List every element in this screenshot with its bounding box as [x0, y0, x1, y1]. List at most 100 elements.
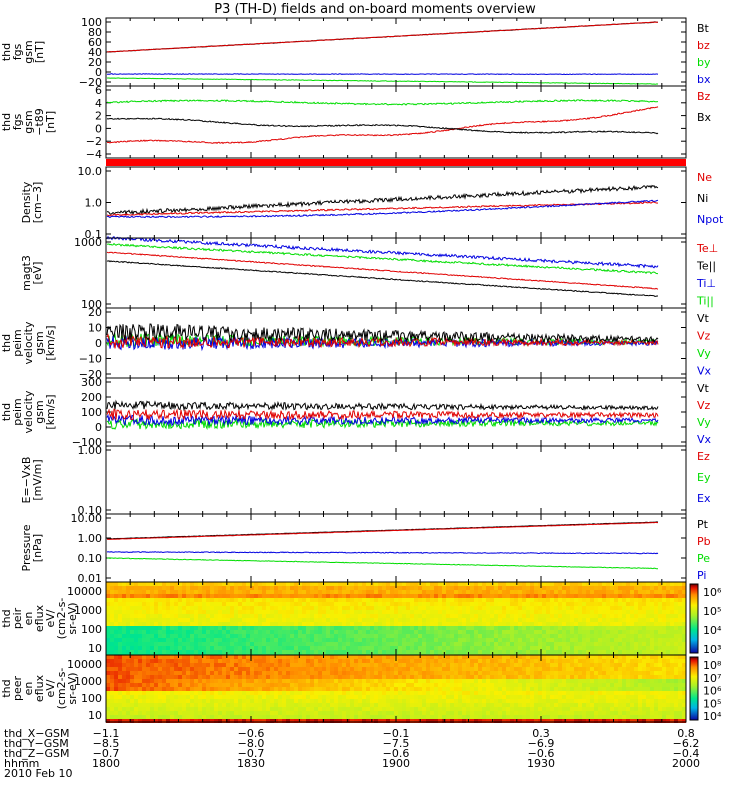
y-axis-label: Density [20, 181, 33, 223]
y-tick-label: 200 [81, 391, 102, 404]
x-tick-label: −0.4 [673, 747, 700, 760]
legend-Pe: Pe [697, 552, 710, 565]
panel-frame [105, 17, 687, 87]
y-axis-label: eV/ [44, 609, 57, 627]
colorbar-label: 10⁶ [703, 685, 722, 698]
date-label: 2010 Feb 10 [4, 767, 72, 780]
y-tick-label: 10000 [67, 585, 102, 598]
y-tick-label: 100 [81, 406, 102, 419]
y-tick-label: 10 [88, 642, 102, 655]
x-tick-label: −8.0 [238, 737, 265, 750]
y-axis-label: −t89 [33, 108, 46, 136]
y-axis-label: en [22, 612, 35, 626]
colorbar-label: 10⁷ [703, 672, 721, 685]
colorbar-label: 10⁴ [703, 710, 722, 723]
y-tick-label: 0.10 [78, 552, 103, 565]
spectrogram-electron [106, 655, 686, 723]
y-axis-label: [mV/m] [31, 459, 44, 500]
series-Pb [106, 522, 658, 540]
y-axis-label: thd [0, 334, 13, 352]
series-bx [107, 73, 659, 76]
y-tick-label: 1.00 [78, 444, 103, 457]
x-tick-label: −6.2 [673, 737, 700, 750]
y-axis-label: [nT] [44, 111, 57, 133]
y-axis-label: thd [0, 679, 13, 697]
legend-Npot: Npot [697, 213, 724, 226]
x-tick-label: −8.5 [93, 737, 120, 750]
legend-Bz: Bz [697, 90, 711, 103]
y-axis-label: Pressure [20, 524, 33, 571]
legend-Ey: Ey [697, 471, 711, 484]
y-axis-label: gsm [33, 331, 46, 354]
y-tick-label: 0 [95, 421, 102, 434]
y-axis-label: E=−VxB [20, 457, 33, 504]
x-tick-label: −0.7 [238, 747, 265, 760]
x-tick-label: −6.9 [528, 737, 555, 750]
x-tick-label: 2000 [672, 757, 700, 770]
series-Bz [106, 106, 659, 145]
y-axis-label: magt3 [20, 255, 33, 291]
x-row-label: hhmm [4, 757, 39, 770]
legend-Vz: Vz [697, 330, 711, 343]
colorbar-ion [689, 583, 699, 654]
legend-Ex: Ex [697, 492, 711, 505]
y-axis-label: sr-eV) [66, 672, 79, 704]
series-Bx [106, 117, 659, 135]
y-tick-label: 60 [88, 36, 102, 49]
y-tick-label: −10 [79, 353, 102, 366]
x-row-label: thd_Z−GSM [4, 747, 70, 760]
y-axis-label: gsm [22, 110, 35, 133]
series-Vt2 [106, 399, 659, 412]
y-tick-label: 1.0 [85, 197, 103, 210]
colorbar-electron [689, 656, 699, 721]
y-tick-label: 40 [88, 46, 102, 59]
series-Ni [106, 184, 659, 216]
legend-Vt: Vt [697, 382, 710, 395]
legend-Vx: Vx [697, 433, 712, 446]
x-tick-label: 1930 [527, 757, 555, 770]
y-tick-label: 0.10 [78, 504, 103, 517]
y-axis-label: fgs [11, 43, 24, 60]
series-Vx2 [106, 413, 659, 427]
y-tick-label: 20 [88, 306, 102, 319]
y-axis-label: thd [0, 113, 13, 131]
y-tick-label: 1000 [74, 236, 102, 249]
y-axis-label: [nT] [33, 41, 46, 63]
y-tick-label: 0 [95, 337, 102, 350]
x-tick-label: −0.6 [238, 727, 265, 740]
colorbar-label: 10⁶ [703, 586, 722, 599]
y-tick-label: 10 [88, 709, 102, 722]
y-tick-label: 0 [95, 122, 102, 135]
legend-Bt: Bt [697, 22, 710, 35]
y-axis-label: peim [11, 398, 24, 426]
legend-bx: bx [697, 73, 711, 86]
legend-Vy: Vy [697, 347, 711, 360]
series-Te-perp [106, 251, 659, 290]
y-tick-label: 1000 [74, 675, 102, 688]
y-axis-label: gsm [33, 400, 46, 423]
y-tick-label: −20 [79, 76, 102, 89]
legend-Ne: Ne [697, 171, 712, 184]
colorbar-label: 10³ [703, 643, 721, 656]
y-tick-label: 6 [95, 84, 102, 97]
y-axis-label: [nPa] [31, 534, 44, 562]
y-tick-label: 100 [81, 16, 102, 29]
y-tick-label: 2 [95, 110, 102, 123]
y-tick-label: −4 [86, 148, 102, 161]
y-tick-label: −2 [86, 135, 102, 148]
y-axis-label: eflux [33, 674, 46, 702]
legend-Ti⊥: Ti⊥ [696, 277, 716, 290]
y-tick-label: 10000 [67, 658, 102, 671]
panel-frame [105, 445, 687, 515]
y-axis-label: peir [11, 607, 24, 629]
series-by [106, 77, 659, 85]
panel-frame [105, 166, 687, 239]
y-axis-label: peim [11, 329, 24, 357]
series-Npot [106, 199, 659, 219]
x-tick-label: 0.3 [532, 727, 550, 740]
legend-Ti||: Ti|| [696, 295, 714, 308]
y-axis-label: eflux [33, 604, 46, 632]
y-axis-label: thd [0, 609, 13, 627]
y-axis-label: fgs [11, 113, 24, 130]
